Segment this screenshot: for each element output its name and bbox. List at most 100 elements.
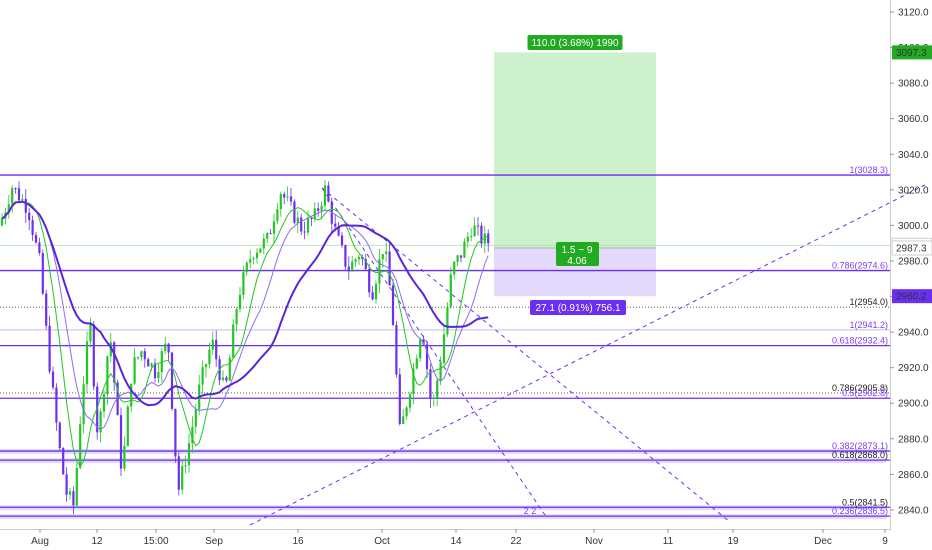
candle-body: [306, 218, 310, 233]
candle-body: [429, 369, 432, 399]
candle-body: [136, 357, 140, 359]
candle-body: [62, 448, 65, 475]
price-tick-12: 2880.0: [898, 434, 929, 445]
fib-label-3: 1(2941.2): [849, 320, 888, 330]
candle-body: [208, 349, 211, 365]
ma-slow: [1, 200, 489, 407]
candle-body: [480, 225, 483, 244]
candle-body: [405, 407, 408, 417]
time-axis[interactable]: Aug 12 15:00 Sep 16 Oct 14 22 Nov 11 19 Dec 9: [0, 529, 890, 547]
candle-body: [38, 242, 41, 254]
candle-body: [65, 474, 68, 495]
ratio-box: [556, 242, 599, 266]
candle-body: [398, 374, 401, 425]
time-tick-5: Oct: [374, 536, 390, 547]
candle-body: [391, 285, 395, 326]
candle-body: [116, 382, 119, 416]
candle-body: [235, 309, 238, 325]
candle-body: [194, 409, 197, 427]
candle-body: [361, 256, 364, 260]
time-tick-7: 22: [510, 536, 522, 547]
candle-body: [320, 205, 323, 211]
fib-label-6: 0.5(2902.8): [842, 388, 888, 398]
candle-body: [177, 456, 180, 490]
profit-label: 110.0 (3.68%) 1990: [531, 38, 619, 49]
price-tag-box-0: [892, 45, 932, 60]
candle-body: [21, 199, 24, 201]
candle-body: [310, 218, 313, 220]
candle-body: [395, 325, 398, 375]
candle-body: [385, 251, 388, 255]
volume-marker: 2 2: [524, 506, 537, 516]
price-tag-0: 3097.3: [896, 48, 927, 59]
fib-label-8: 0.618(2868.0): [832, 450, 888, 460]
candle-body: [439, 362, 442, 381]
price-tick-6: 3000.0: [898, 221, 929, 232]
candle-body: [259, 248, 262, 253]
candle-body: [150, 363, 153, 367]
candle-body: [388, 251, 391, 286]
candle-body: [238, 294, 242, 310]
price-tick-7: 2980.0: [898, 256, 929, 267]
candle-body: [181, 466, 184, 490]
candle-body: [412, 368, 415, 395]
candle-body: [442, 334, 446, 363]
candle-body: [293, 201, 296, 223]
candle-body: [17, 188, 21, 201]
candle-body: [456, 255, 459, 262]
candle-body: [0, 219, 4, 226]
candle-body: [55, 387, 58, 423]
price-tick-9: 2940.0: [898, 328, 929, 339]
candle-body: [147, 359, 150, 367]
fib-label-1: 0.786(2974.6): [832, 261, 888, 271]
candle-body: [459, 255, 463, 258]
candle-body: [215, 339, 218, 360]
candle-body: [374, 283, 378, 300]
trend-lines[interactable]: [0, 184, 926, 526]
long-position-tool[interactable]: [494, 52, 656, 297]
candle-body: [473, 225, 476, 237]
candle-body: [167, 343, 170, 353]
candle-body: [446, 306, 449, 335]
candle-body: [262, 238, 265, 249]
price-axis[interactable]: 3120.03100.03080.03060.03040.03020.03000…: [890, 0, 932, 530]
candle-body: [89, 324, 92, 342]
candle-body: [228, 357, 231, 381]
candle-body: [211, 339, 214, 350]
candle-body: [252, 258, 255, 260]
candle-body: [279, 194, 282, 209]
ratio-label: 1.5 ~ 9: [562, 245, 593, 256]
candle-body: [201, 367, 204, 385]
position-labels: 110.0 (3.68%) 1990 27.1 (0.91%) 756.1 1.5 …: [524, 35, 626, 516]
candle-body: [283, 194, 286, 198]
candle-body: [364, 259, 367, 269]
candle-body: [28, 212, 31, 221]
candle-body: [347, 266, 350, 272]
candle-body: [463, 241, 466, 258]
ma-fast: [1, 201, 489, 467]
price-tag-2: 2987.3: [896, 243, 927, 254]
time-tick-10: 19: [727, 536, 739, 547]
candle-body: [340, 235, 344, 246]
candle-body: [242, 272, 245, 295]
candle-body: [41, 253, 44, 294]
candle-body: [126, 406, 129, 446]
candle-body: [419, 339, 422, 359]
time-tick-0: Aug: [31, 536, 49, 547]
candle-body: [184, 465, 187, 467]
candle-body: [327, 185, 330, 202]
candle-body: [164, 343, 167, 352]
candle-body: [255, 252, 259, 259]
candle-body: [221, 377, 225, 381]
candle-body: [99, 411, 102, 433]
candle-body: [225, 377, 228, 381]
candle-body: [174, 408, 177, 457]
price-tick-4: 3040.0: [898, 150, 929, 161]
candle-body: [157, 372, 160, 379]
price-tick-14: 2840.0: [898, 505, 929, 516]
candle-body: [276, 208, 279, 222]
candle-body: [476, 225, 480, 227]
candle-body: [354, 259, 357, 262]
candle-body: [300, 217, 303, 232]
